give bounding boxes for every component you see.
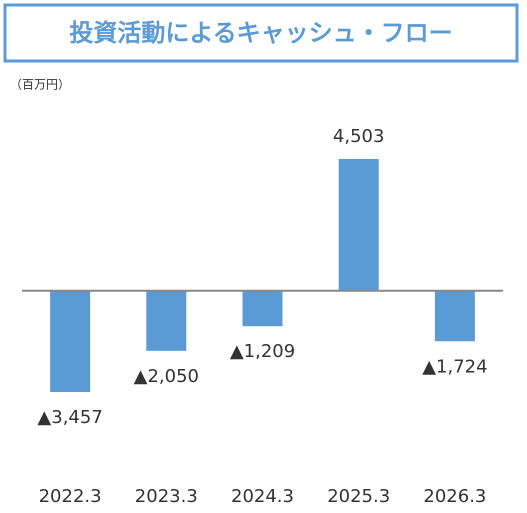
bar bbox=[242, 290, 283, 327]
chart-title: 投資活動によるキャッシュ・フロー bbox=[69, 19, 452, 47]
bar bbox=[50, 290, 91, 392]
title-box bbox=[3, 3, 519, 63]
bar bbox=[338, 159, 379, 291]
value-label: ▲1,209 bbox=[230, 341, 295, 362]
unit-label: （百万円） bbox=[10, 78, 70, 92]
bar bbox=[434, 290, 475, 342]
bar bbox=[146, 290, 187, 351]
value-label: ▲3,457 bbox=[37, 407, 102, 428]
value-label: ▲1,724 bbox=[422, 356, 487, 377]
x-tick-label: 2024.3 bbox=[231, 486, 294, 507]
x-tick-label: 2022.3 bbox=[39, 486, 102, 507]
value-label: ▲2,050 bbox=[134, 366, 199, 387]
x-tick-label: 2026.3 bbox=[423, 486, 486, 507]
x-tick-label: 2025.3 bbox=[327, 486, 390, 507]
value-label: 4,503 bbox=[333, 126, 385, 147]
x-tick-label: 2023.3 bbox=[135, 486, 198, 507]
